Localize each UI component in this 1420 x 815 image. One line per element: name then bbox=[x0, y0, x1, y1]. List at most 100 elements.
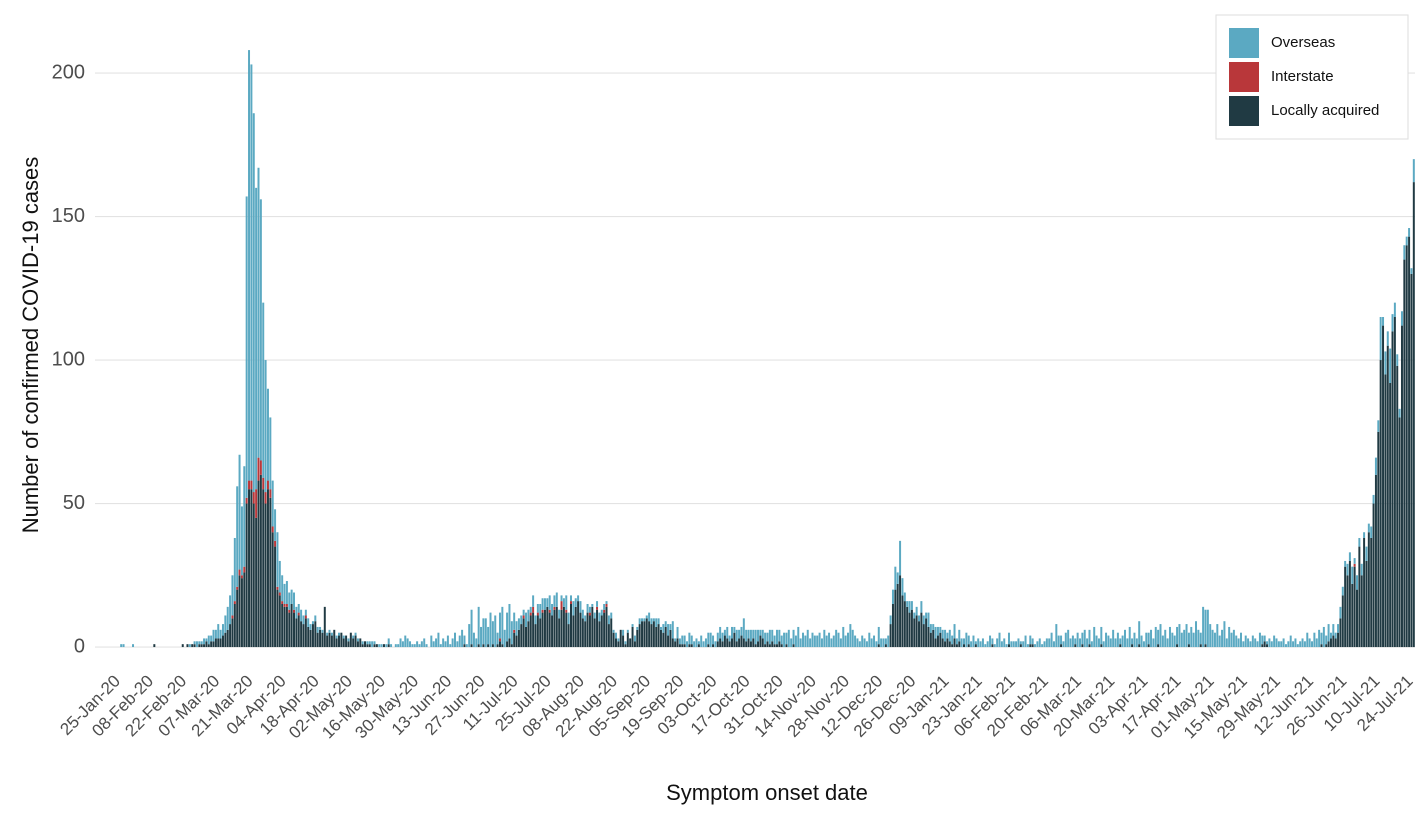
bar-segment bbox=[851, 629, 854, 648]
bar-segment bbox=[792, 629, 795, 645]
bar-segment bbox=[316, 626, 319, 633]
bar-segment bbox=[430, 635, 433, 648]
bar-segment bbox=[664, 621, 667, 627]
bar-segment bbox=[245, 497, 248, 504]
bar-segment bbox=[311, 621, 314, 625]
bar-segment bbox=[730, 638, 733, 648]
bar-segment bbox=[1007, 632, 1010, 645]
bar-segment bbox=[612, 629, 615, 633]
bar-segment bbox=[768, 629, 771, 645]
bar-segment bbox=[1320, 632, 1323, 645]
bar-segment bbox=[1374, 474, 1377, 648]
bar-segment bbox=[224, 632, 227, 648]
bar-segment bbox=[356, 641, 359, 648]
bar-segment bbox=[1202, 606, 1205, 648]
bar-segment bbox=[1147, 644, 1150, 648]
bar-segment bbox=[1372, 494, 1375, 504]
bar-segment bbox=[470, 609, 473, 645]
bar-segment bbox=[712, 635, 715, 645]
bar-segment bbox=[259, 460, 262, 475]
bar-segment bbox=[735, 629, 738, 642]
bar-segment bbox=[707, 632, 710, 645]
bar-segment bbox=[1344, 566, 1347, 648]
bar-segment bbox=[1031, 644, 1034, 648]
bar-segment bbox=[281, 575, 284, 602]
bar-segment bbox=[600, 609, 603, 616]
bar-segment bbox=[1157, 644, 1160, 648]
bar-segment bbox=[1195, 621, 1198, 648]
bar-segment bbox=[304, 609, 307, 616]
bar-segment bbox=[735, 641, 738, 648]
bar-segment bbox=[581, 618, 584, 648]
bar-segment bbox=[944, 629, 947, 642]
bar-segment bbox=[302, 624, 305, 648]
bar-segment bbox=[472, 632, 475, 648]
bar-segment bbox=[278, 592, 281, 596]
bar-segment bbox=[757, 629, 760, 642]
bar-segment bbox=[236, 586, 239, 590]
bar-segment bbox=[195, 641, 198, 648]
bar-segment bbox=[349, 632, 352, 648]
bar-segment bbox=[506, 641, 509, 648]
bar-segment bbox=[432, 641, 435, 648]
bar-segment bbox=[1005, 644, 1008, 648]
bar-segment bbox=[972, 635, 975, 648]
bar-segment bbox=[1218, 635, 1221, 648]
bar-segment bbox=[1057, 635, 1060, 648]
bar-segment bbox=[406, 638, 409, 648]
bar-segment bbox=[593, 612, 596, 619]
bar-segment bbox=[288, 612, 291, 648]
bar-segment bbox=[1363, 532, 1366, 538]
bar-segment bbox=[290, 603, 293, 648]
bar-segment bbox=[605, 603, 608, 607]
bar-segment bbox=[293, 609, 296, 613]
bar-segment bbox=[889, 615, 892, 625]
bar-segment bbox=[508, 603, 511, 639]
bar-segment bbox=[1187, 632, 1190, 645]
bar-segment bbox=[1382, 316, 1385, 326]
bar-segment bbox=[1408, 236, 1411, 648]
bar-segment bbox=[963, 644, 965, 648]
bar-segment bbox=[1007, 644, 1010, 648]
bar-segment bbox=[1150, 629, 1153, 648]
bar-segment bbox=[614, 638, 617, 648]
bar-segment bbox=[1239, 632, 1242, 648]
bar-segment bbox=[300, 621, 303, 648]
bar-segment bbox=[657, 624, 660, 648]
bar-segment bbox=[319, 626, 322, 630]
bar-segment bbox=[1337, 624, 1340, 633]
bar-segment bbox=[193, 644, 196, 648]
bar-segment bbox=[188, 644, 191, 648]
bar-segment bbox=[205, 638, 208, 642]
bar-segment bbox=[1360, 563, 1363, 576]
bars bbox=[120, 50, 1415, 648]
bar-segment bbox=[1412, 159, 1415, 183]
bar-segment bbox=[1154, 626, 1157, 648]
bar-segment bbox=[337, 635, 340, 648]
bar-segment bbox=[1318, 629, 1321, 648]
bar-segment bbox=[783, 632, 786, 648]
bar-segment bbox=[501, 606, 504, 645]
bar-segment bbox=[347, 641, 350, 648]
bar-segment bbox=[709, 632, 712, 648]
bar-segment bbox=[953, 638, 956, 648]
legend-swatch bbox=[1229, 28, 1259, 58]
bar-segment bbox=[361, 644, 364, 648]
y-tick-label: 200 bbox=[52, 61, 85, 83]
bar-segment bbox=[217, 638, 220, 648]
bar-segment bbox=[688, 632, 691, 645]
bar-segment bbox=[259, 199, 262, 461]
bar-segment bbox=[1410, 273, 1413, 648]
bar-segment bbox=[274, 546, 277, 648]
bar-segment bbox=[198, 641, 201, 645]
bar-segment bbox=[939, 626, 942, 633]
bar-segment bbox=[1363, 537, 1366, 648]
bar-segment bbox=[565, 595, 568, 610]
bar-segment bbox=[567, 612, 570, 625]
bar-segment bbox=[638, 618, 641, 625]
bar-segment bbox=[539, 618, 542, 648]
bar-segment bbox=[335, 638, 338, 648]
bar-segment bbox=[955, 644, 958, 648]
bar-segment bbox=[603, 609, 606, 613]
bar-segment bbox=[446, 635, 449, 648]
